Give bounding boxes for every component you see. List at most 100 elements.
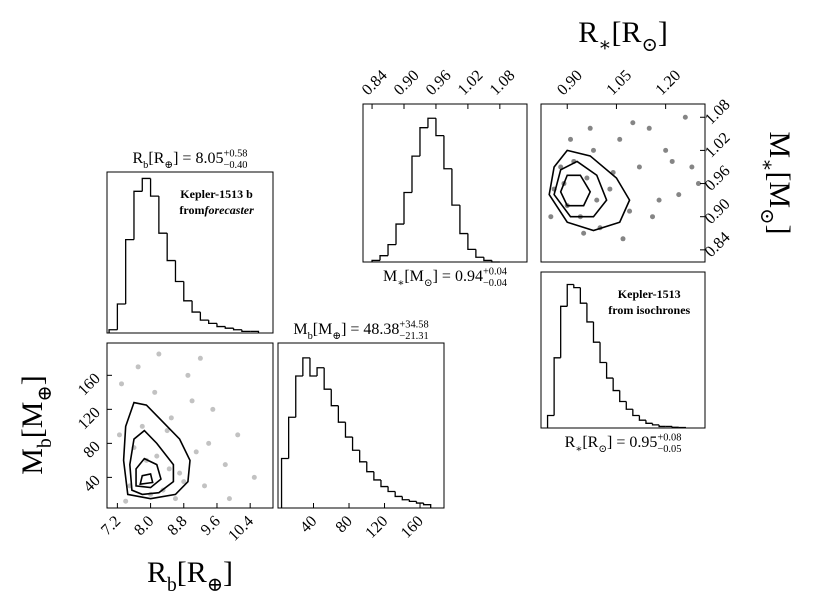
histogram-step <box>408 499 417 503</box>
sample-point <box>607 186 613 192</box>
sample-point <box>123 498 129 504</box>
panel-frame <box>277 342 445 509</box>
histogram-step <box>359 450 367 463</box>
histogram-step <box>435 118 444 137</box>
y-axis-label: ] <box>16 375 49 385</box>
contour <box>129 429 175 496</box>
y-tick-label: 120 <box>75 404 104 433</box>
panel-title: R <box>565 434 576 451</box>
sample-point <box>676 192 682 198</box>
sample-point <box>168 415 174 421</box>
panel-title: M <box>293 321 307 338</box>
sample-point <box>164 428 170 434</box>
panel-title: [M <box>404 268 424 285</box>
x-tick-label: 9.6 <box>198 513 224 539</box>
panel-title: −0.05 <box>657 444 681 455</box>
x-axis-label: b <box>167 575 177 596</box>
histogram-step <box>337 405 346 423</box>
histogram-step <box>658 424 666 428</box>
histogram-step <box>216 323 226 328</box>
sample-point <box>630 120 636 126</box>
panel-frame <box>362 103 528 263</box>
histogram-step <box>387 486 396 493</box>
histogram-step <box>411 155 420 193</box>
panel-title: ] = 8.05 <box>173 150 223 167</box>
histogram-step <box>645 420 653 424</box>
x-tick-label: 120 <box>362 513 391 542</box>
sample-point <box>177 470 183 476</box>
panel-frame <box>106 171 274 334</box>
sample-point <box>222 462 228 468</box>
histogram-step <box>443 135 452 170</box>
histogram-step <box>166 233 176 262</box>
contour <box>135 457 162 489</box>
x-tick-label: 1.20 <box>652 67 684 99</box>
x-tick-label: 8.0 <box>131 513 157 539</box>
x-tick-label: 80 <box>333 513 356 536</box>
sample-point <box>156 351 162 357</box>
x-tick-label: 1.02 <box>455 67 487 99</box>
panel-title: +0.04 <box>483 267 508 278</box>
sample-point <box>226 496 232 502</box>
sample-point <box>172 496 178 502</box>
histogram-step <box>475 249 484 258</box>
histogram-step <box>133 190 143 240</box>
y-axis-label: b <box>35 438 56 448</box>
x-tick-label: 160 <box>398 513 427 542</box>
y-axis-label: M <box>16 448 49 475</box>
histogram-step <box>651 423 660 426</box>
x-axis-label: [R <box>611 16 641 49</box>
histogram-step <box>483 257 492 262</box>
histogram-step <box>592 321 601 343</box>
sample-point <box>663 147 669 153</box>
x-tick-label: 10.4 <box>225 513 257 545</box>
histogram-step <box>379 255 389 261</box>
histogram-step <box>546 414 555 428</box>
panel-title: ⊕ <box>332 331 341 342</box>
panel-title: +34.58 <box>399 320 428 331</box>
sample-point <box>627 208 633 214</box>
y-axis-label: [M <box>16 402 49 439</box>
panel-title: ⊙ <box>424 278 433 289</box>
y-tick-label: 0.90 <box>702 196 734 228</box>
panel-title: +0.08 <box>657 433 681 444</box>
panel-title: −0.04 <box>483 278 508 289</box>
x-tick-label: 40 <box>297 513 320 536</box>
y-tick-label: 0.84 <box>702 229 734 261</box>
histogram-step <box>316 367 325 376</box>
x-axis-label: R <box>147 556 167 589</box>
y-axis-label-group: Mb[M⊕] <box>16 375 56 474</box>
histogram-step <box>241 329 251 333</box>
panel-title: +0.58 <box>223 149 247 160</box>
histogram-step <box>280 457 289 508</box>
histogram-step <box>387 243 397 256</box>
histogram-step <box>141 177 151 192</box>
histogram-step <box>625 401 633 410</box>
x-axis-label: ⊕ <box>207 575 223 596</box>
histogram-step <box>224 326 234 329</box>
sample-point <box>193 449 199 455</box>
panel-title: ] = 0.94 <box>433 268 483 285</box>
histogram-step <box>553 357 561 416</box>
histogram-step <box>451 168 460 206</box>
histogram-step <box>467 233 476 251</box>
annotation-group: Kepler-1513 <box>618 287 681 301</box>
histogram-step <box>366 461 374 473</box>
y-axis-label: ] <box>763 224 796 234</box>
histogram-step <box>403 191 412 225</box>
annotation: forecaster <box>204 203 254 217</box>
sample-point <box>548 214 554 220</box>
histogram-step <box>183 281 193 302</box>
y-tick-label: 1.02 <box>702 129 734 161</box>
sample-point <box>695 181 701 187</box>
histogram-step <box>116 303 126 330</box>
histogram-step <box>678 426 686 429</box>
x-tick-label: 1.08 <box>487 67 519 99</box>
x-tick-label: 0.90 <box>554 67 586 99</box>
annotation-group: from forecaster <box>179 203 254 217</box>
histogram-step <box>295 375 303 418</box>
y-tick-label: 0.96 <box>702 163 734 195</box>
sample-point <box>251 474 257 480</box>
histogram-step <box>566 283 574 307</box>
panel-title: [R <box>582 434 598 451</box>
